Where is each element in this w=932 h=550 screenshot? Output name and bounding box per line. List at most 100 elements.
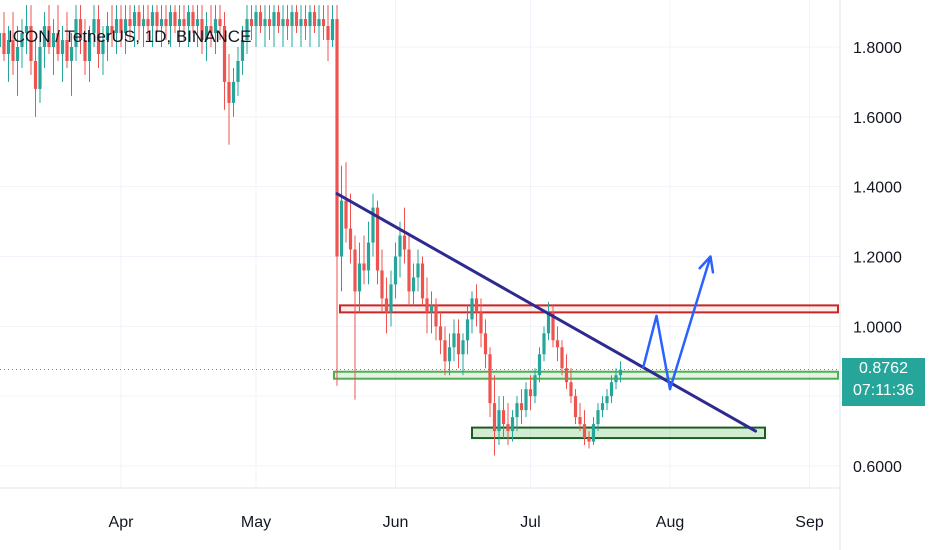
candle-body xyxy=(222,26,227,82)
candle-body xyxy=(285,19,290,27)
candle-body xyxy=(398,235,402,257)
candle-body xyxy=(204,26,209,41)
candle-body xyxy=(51,33,56,47)
candle-body xyxy=(119,19,123,34)
candle-body xyxy=(605,396,609,404)
candle-body xyxy=(407,249,411,292)
candle-body xyxy=(227,81,231,103)
candle-body xyxy=(609,382,614,397)
candle-body xyxy=(164,19,168,27)
candle-body xyxy=(591,424,596,442)
candle-body xyxy=(321,19,326,27)
candle-body xyxy=(6,40,11,54)
candle-body xyxy=(141,19,146,27)
price-tick-label: 1.8000 xyxy=(853,40,902,57)
candle-body xyxy=(69,47,74,61)
candle-body xyxy=(551,312,555,341)
candle-body xyxy=(339,200,344,257)
candle-body xyxy=(425,298,429,313)
candle-body xyxy=(348,228,353,250)
candle-body xyxy=(24,26,29,34)
candle-body xyxy=(101,40,105,54)
candle-body xyxy=(137,12,141,27)
candle-body xyxy=(564,368,569,383)
candle-body xyxy=(276,12,281,27)
candle-body xyxy=(177,19,182,27)
candle-body xyxy=(578,417,582,425)
candle-body xyxy=(497,410,501,432)
candle-body xyxy=(2,33,6,54)
candle-body xyxy=(510,417,515,432)
candle-body xyxy=(326,26,330,41)
last-price-badge: 0.8762 xyxy=(842,358,925,380)
candle-body xyxy=(60,40,65,54)
price-tick-label: 1.4000 xyxy=(853,180,902,197)
candle-body xyxy=(47,26,51,47)
candle-body xyxy=(375,207,380,271)
drawings xyxy=(335,192,757,433)
candle-body xyxy=(483,333,488,355)
candle-body xyxy=(105,26,110,41)
candle-body xyxy=(596,410,600,425)
candle-body xyxy=(267,19,272,27)
candle-body xyxy=(303,19,308,27)
candle-body xyxy=(528,389,533,397)
candle-body xyxy=(299,19,303,27)
candle-body xyxy=(470,298,474,320)
candle-body xyxy=(402,235,407,250)
candle-body xyxy=(461,340,465,355)
candle-body xyxy=(87,33,92,61)
candle-body xyxy=(272,12,276,27)
candle-body xyxy=(15,47,20,61)
candle-body xyxy=(110,26,114,34)
candle-body xyxy=(263,19,267,27)
candle-body xyxy=(213,19,218,34)
candle-body xyxy=(0,33,2,47)
candle-body xyxy=(74,19,78,47)
candle-body xyxy=(83,40,87,61)
candle-countdown-badge: 07:11:36 xyxy=(842,380,925,406)
candle-body xyxy=(132,12,137,27)
candle-body xyxy=(56,33,60,54)
candle-body xyxy=(335,19,339,257)
projection-path xyxy=(641,256,712,391)
candle-body xyxy=(42,26,47,47)
candle-body xyxy=(159,19,164,27)
candle-body xyxy=(371,207,375,243)
candle-body xyxy=(600,403,605,411)
demand-zone xyxy=(471,426,766,440)
candle-body xyxy=(33,60,38,89)
candle-body xyxy=(191,12,195,27)
candle-body xyxy=(96,19,101,54)
candle-body xyxy=(618,369,623,376)
candle-body xyxy=(429,305,434,313)
candle-body xyxy=(123,19,128,34)
candle-body xyxy=(555,340,560,348)
candles xyxy=(0,5,623,456)
candle-body xyxy=(11,40,15,61)
candle-body xyxy=(254,12,258,27)
candle-body xyxy=(330,19,335,41)
candle-body xyxy=(249,19,254,27)
candle-body xyxy=(434,305,438,327)
support-resistance-zones xyxy=(0,304,840,440)
candle-body xyxy=(308,12,312,27)
candle-body xyxy=(182,19,186,27)
grid xyxy=(0,0,840,488)
price-axis[interactable]: 1.8000 1.6000 1.4000 1.2000 1.0000 0.6000 xyxy=(853,40,902,476)
candle-body xyxy=(218,19,222,27)
candle-body xyxy=(474,298,479,313)
candle-body xyxy=(488,354,492,404)
candle-body xyxy=(78,19,83,41)
candle-body xyxy=(411,277,416,292)
price-tick-label: 1.6000 xyxy=(853,110,902,127)
candle-body xyxy=(362,263,366,271)
time-axis[interactable]: Apr May Jun Jul Aug Sep xyxy=(109,514,824,531)
candle-body xyxy=(479,312,483,334)
candle-body xyxy=(515,403,519,418)
candle-body xyxy=(447,347,452,362)
candle-body xyxy=(186,12,191,27)
candle-body xyxy=(569,382,573,397)
projection-arrowhead xyxy=(698,255,715,274)
